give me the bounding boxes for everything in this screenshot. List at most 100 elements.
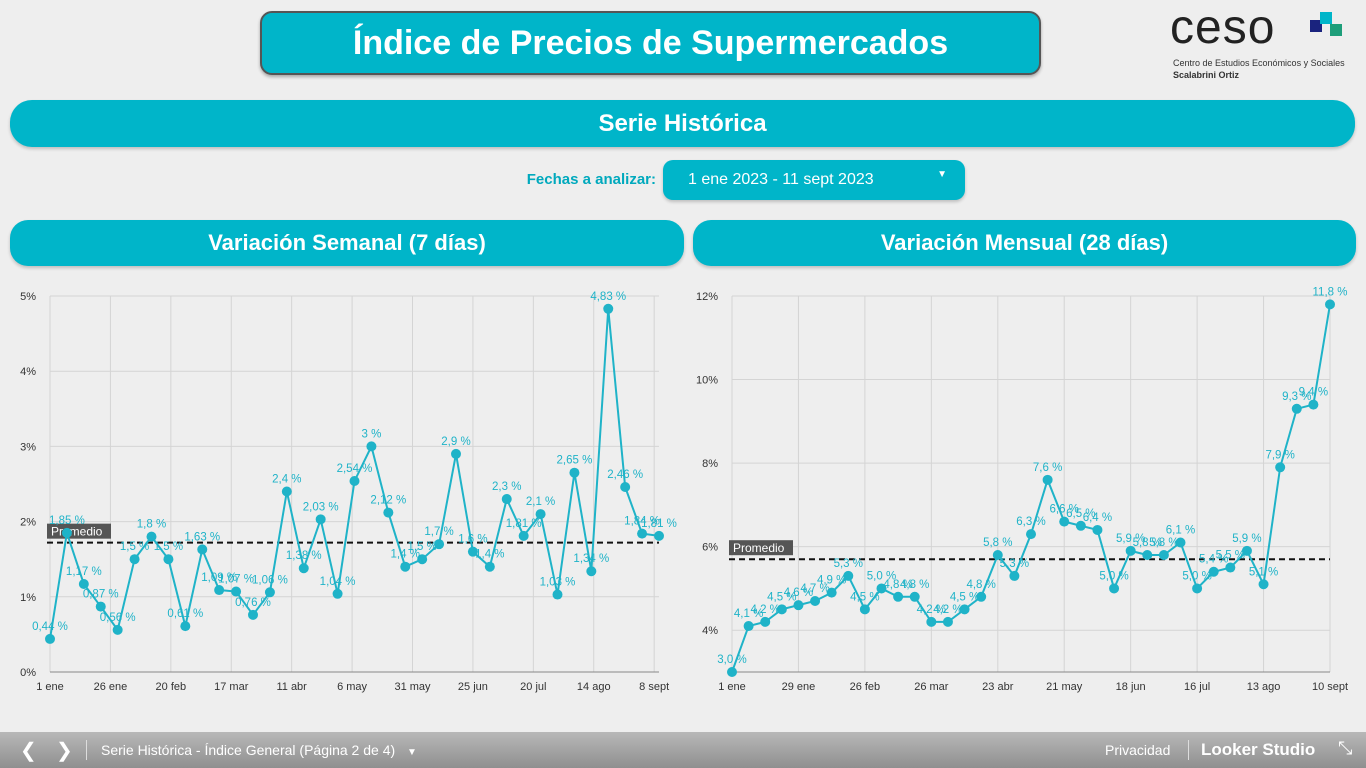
data-label: 6,4 % [1083, 512, 1112, 524]
x-tick-label: 13 ago [1247, 681, 1281, 693]
data-label: 4,8 % [966, 579, 995, 591]
data-label: 2,54 % [337, 463, 373, 475]
data-label: 4,7 % [800, 583, 829, 595]
x-tick-label: 18 jun [1116, 681, 1146, 693]
data-point [383, 507, 394, 518]
privacy-link[interactable]: Privacidad [1105, 742, 1171, 758]
next-page[interactable]: ❯ [56, 740, 73, 762]
data-point [793, 600, 804, 611]
data-label: 6,5 % [1066, 508, 1095, 520]
data-point [315, 514, 326, 525]
data-label: 2,3 % [492, 481, 521, 493]
data-label: 0,87 % [83, 589, 119, 601]
data-point [349, 475, 360, 486]
data-point [859, 604, 870, 615]
data-point [1175, 537, 1186, 548]
data-point [569, 467, 580, 478]
date-filter[interactable]: 1 ene 2023 - 11 sept 2023 ▼ [663, 160, 965, 200]
data-label: 1,6 % [458, 534, 487, 546]
logo-square [1320, 12, 1332, 24]
data-label: 5,3 % [834, 558, 863, 570]
y-tick-label: 10% [696, 375, 718, 387]
y-tick-label: 6% [702, 542, 718, 554]
data-label: 4,5 % [950, 591, 979, 603]
y-tick-label: 4% [702, 625, 718, 637]
data-point [451, 448, 461, 459]
data-point [1241, 545, 1252, 556]
data-label: 4,5 % [767, 591, 796, 603]
data-point [876, 583, 887, 594]
data-point [893, 591, 904, 602]
data-label: 2,12 % [370, 495, 406, 507]
data-label: 1,34 % [573, 553, 609, 565]
data-label: 1,63 % [184, 531, 220, 543]
data-label: 5,3 % [1000, 558, 1029, 570]
x-tick-label: 17 mar [214, 681, 249, 693]
y-tick-label: 0% [20, 667, 36, 679]
data-label: 5,0 % [867, 570, 896, 582]
y-tick-label: 1% [20, 592, 36, 604]
data-label: 5,5 % [1216, 550, 1245, 562]
data-point [843, 570, 854, 581]
data-label: 4,83 % [590, 291, 626, 303]
data-point [1275, 462, 1286, 473]
data-point [434, 539, 445, 550]
data-label: 2,4 % [272, 474, 301, 486]
data-point [1225, 562, 1236, 573]
x-tick-label: 23 abr [982, 681, 1014, 693]
section-title: Serie Histórica [10, 100, 1355, 147]
data-label: 3,0 % [717, 654, 746, 666]
data-label: 1,8 % [137, 519, 166, 531]
data-label: 1,5 % [120, 541, 149, 553]
data-label: 1,07 % [218, 574, 254, 586]
x-tick-label: 1 ene [718, 681, 746, 693]
data-label: 2,65 % [557, 455, 593, 467]
x-tick-label: 20 feb [156, 681, 187, 693]
data-point [1291, 403, 1302, 414]
data-point [298, 563, 309, 574]
data-point [1092, 524, 1103, 535]
page-selector[interactable]: Serie Histórica - Índice General (Página… [101, 742, 417, 758]
data-point [909, 591, 920, 602]
data-line [731, 304, 1331, 673]
brand: Looker Studio [1201, 740, 1316, 759]
x-tick-label: 10 sept [1312, 681, 1348, 693]
data-label: 1,38 % [286, 550, 322, 562]
x-tick-label: 26 mar [914, 681, 949, 693]
y-tick-label: 2% [20, 517, 36, 529]
data-label: 7,6 % [1033, 462, 1062, 474]
data-point [417, 554, 428, 565]
data-label: 6,3 % [1016, 516, 1045, 528]
prev-page[interactable]: ❮ [20, 740, 37, 762]
data-point [214, 585, 225, 596]
x-tick-label: 25 jun [458, 681, 488, 693]
data-label: 1,85 % [49, 515, 85, 527]
reference-label-bg [729, 540, 793, 556]
divider [1188, 740, 1189, 760]
fullscreen[interactable]: ⤡ [1338, 738, 1353, 758]
x-tick-label: 16 jul [1184, 681, 1210, 693]
x-tick-label: 26 ene [94, 681, 128, 693]
chart-title: Variación Semanal (7 días) [10, 220, 684, 266]
data-point [1208, 566, 1219, 577]
data-label: 4,8 % [900, 579, 929, 591]
data-label: 0,56 % [100, 612, 136, 624]
logo-text: ceso [1170, 1, 1276, 54]
logo-square [1330, 24, 1342, 36]
x-tick-label: 20 jul [520, 681, 546, 693]
data-label: 11,8 % [1313, 286, 1348, 298]
data-point [467, 546, 478, 557]
data-label: 1,17 % [66, 566, 102, 578]
data-point [264, 587, 275, 598]
data-point [1192, 583, 1203, 594]
data-point [535, 509, 546, 520]
data-label: 5,9 % [1116, 533, 1145, 545]
data-label: 6,6 % [1050, 504, 1079, 516]
data-label: 2,03 % [303, 501, 339, 513]
filter-label: Fechas a analizar: [526, 171, 656, 188]
data-label: 5,4 % [1199, 554, 1228, 566]
data-point [484, 561, 495, 572]
x-tick-label: 31 may [394, 681, 431, 693]
data-label: 4,8 % [883, 579, 912, 591]
